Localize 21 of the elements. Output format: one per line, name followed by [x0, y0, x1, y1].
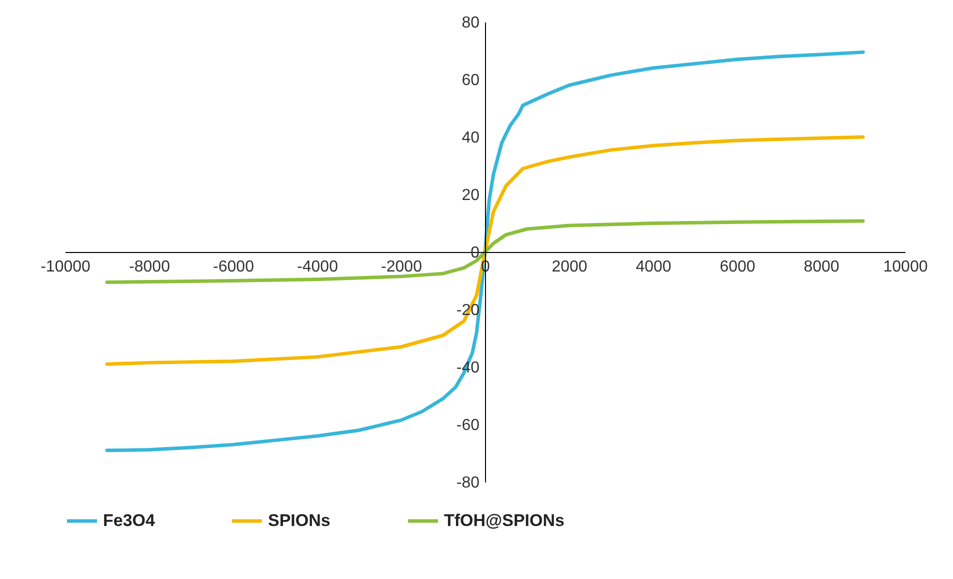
y-tick-label: 20 [462, 187, 480, 204]
x-tick-label: 4000 [636, 258, 672, 276]
x-tick-label: -8000 [129, 258, 170, 276]
legend-label: SPIONs [268, 511, 330, 530]
x-tick-label: 8000 [804, 258, 840, 276]
x-tick-label: 2000 [552, 258, 588, 276]
y-tick-label: -80 [456, 474, 480, 492]
x-tick-label: 6000 [720, 258, 756, 276]
x-tick-label: -2000 [381, 258, 422, 276]
x-tick-label: -4000 [297, 258, 338, 276]
y-tick-label: 60 [462, 72, 480, 89]
x-tick-label: -6000 [213, 258, 254, 276]
x-tick-label: 10000 [883, 258, 928, 276]
legend-label: TfOH@SPIONs [444, 511, 564, 530]
legend-label: Fe3O4 [103, 511, 156, 530]
y-tick-label: 80 [462, 14, 480, 32]
line-series [105, 219, 865, 284]
line-series [105, 50, 865, 452]
y-tick-label: -60 [456, 417, 480, 434]
y-tick-label: 40 [462, 130, 480, 146]
x-tick-label: -10000 [40, 258, 91, 276]
